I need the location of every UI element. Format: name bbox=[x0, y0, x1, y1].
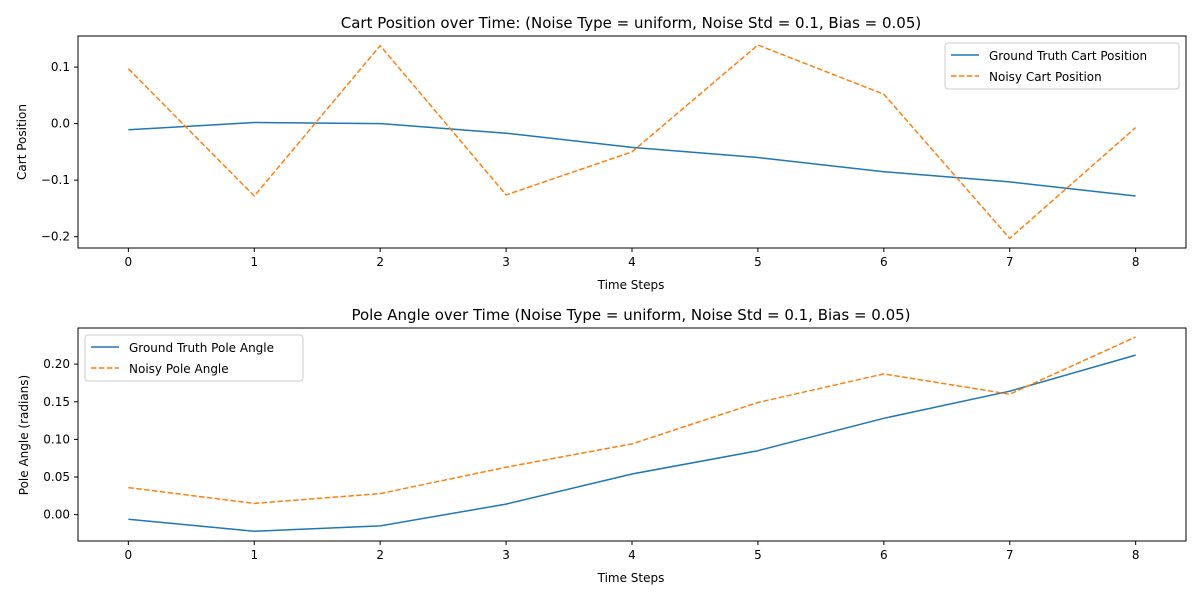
series-group bbox=[127, 44, 1137, 240]
noisy-series-line bbox=[128, 336, 1136, 505]
legend-label-noisy: Noisy Cart Position bbox=[989, 70, 1102, 84]
legend-label-noisy: Noisy Pole Angle bbox=[129, 362, 229, 376]
x-tick-label: 6 bbox=[880, 548, 888, 562]
y-axis-label: Pole Angle (radians) bbox=[17, 375, 31, 495]
x-tick-label: 1 bbox=[250, 548, 258, 562]
tick-group: 0 1 2 3 4 5 6 7 8 0.00 0.05 0.10 0.15 0.20 bbox=[43, 357, 1139, 562]
chart-title: Cart Position over Time: (Noise Type = u… bbox=[341, 14, 922, 32]
x-tick-label: 0 bbox=[125, 255, 133, 269]
legend-box bbox=[944, 42, 1180, 90]
y-tick-label: 0.05 bbox=[43, 470, 70, 484]
chart-title: Pole Angle over Time (Noise Type = unifo… bbox=[351, 306, 910, 324]
y-tick-label: −0.1 bbox=[41, 173, 70, 187]
y-tick-label: 0.0 bbox=[51, 117, 70, 131]
x-tick-label: 3 bbox=[502, 255, 510, 269]
y-tick-label: 0.1 bbox=[51, 60, 70, 74]
legend-box bbox=[84, 334, 304, 382]
x-tick-label: 8 bbox=[1132, 255, 1140, 269]
x-axis-label: Time Steps bbox=[597, 571, 665, 585]
pole-angle-chart: Pole Angle over Time (Noise Type = unifo… bbox=[17, 306, 1187, 585]
legend-label-ground-truth: Ground Truth Pole Angle bbox=[129, 341, 274, 355]
x-axis-label: Time Steps bbox=[597, 278, 665, 292]
ground-truth-series-line bbox=[128, 121, 1136, 197]
x-tick-label: 8 bbox=[1132, 548, 1140, 562]
x-tick-label: 7 bbox=[1006, 548, 1014, 562]
y-tick-label: 0.20 bbox=[43, 357, 70, 371]
legend: Ground Truth Cart Position Noisy Cart Po… bbox=[944, 42, 1180, 90]
series-group bbox=[128, 336, 1136, 532]
y-tick-label: 0.00 bbox=[43, 508, 70, 522]
x-tick-label: 4 bbox=[628, 255, 636, 269]
x-tick-label: 2 bbox=[376, 548, 384, 562]
x-tick-label: 7 bbox=[1006, 255, 1014, 269]
plot-frame bbox=[77, 327, 1187, 542]
x-tick-label: 3 bbox=[502, 548, 510, 562]
x-tick-label: 1 bbox=[250, 255, 258, 269]
plot-frame bbox=[77, 35, 1187, 249]
cart-position-chart: Cart Position over Time: (Noise Type = u… bbox=[15, 14, 1187, 292]
x-tick-label: 0 bbox=[125, 548, 133, 562]
x-tick-label: 5 bbox=[754, 255, 762, 269]
legend: Ground Truth Pole Angle Noisy Pole Angle bbox=[84, 334, 304, 382]
y-tick-label: −0.2 bbox=[41, 230, 70, 244]
y-axis-label: Cart Position bbox=[15, 104, 29, 180]
y-tick-label: 0.10 bbox=[43, 432, 70, 446]
noisy-series-line bbox=[127, 44, 1137, 240]
x-tick-label: 2 bbox=[376, 255, 384, 269]
ground-truth-series-line bbox=[128, 354, 1136, 532]
x-tick-label: 5 bbox=[754, 548, 762, 562]
x-tick-label: 6 bbox=[880, 255, 888, 269]
legend-label-ground-truth: Ground Truth Cart Position bbox=[989, 49, 1147, 63]
y-tick-label: 0.15 bbox=[43, 395, 70, 409]
x-tick-label: 4 bbox=[628, 548, 636, 562]
tick-group: 0 1 2 3 4 5 6 7 8 −0.2 −0.1 0.0 0.1 bbox=[41, 60, 1140, 269]
